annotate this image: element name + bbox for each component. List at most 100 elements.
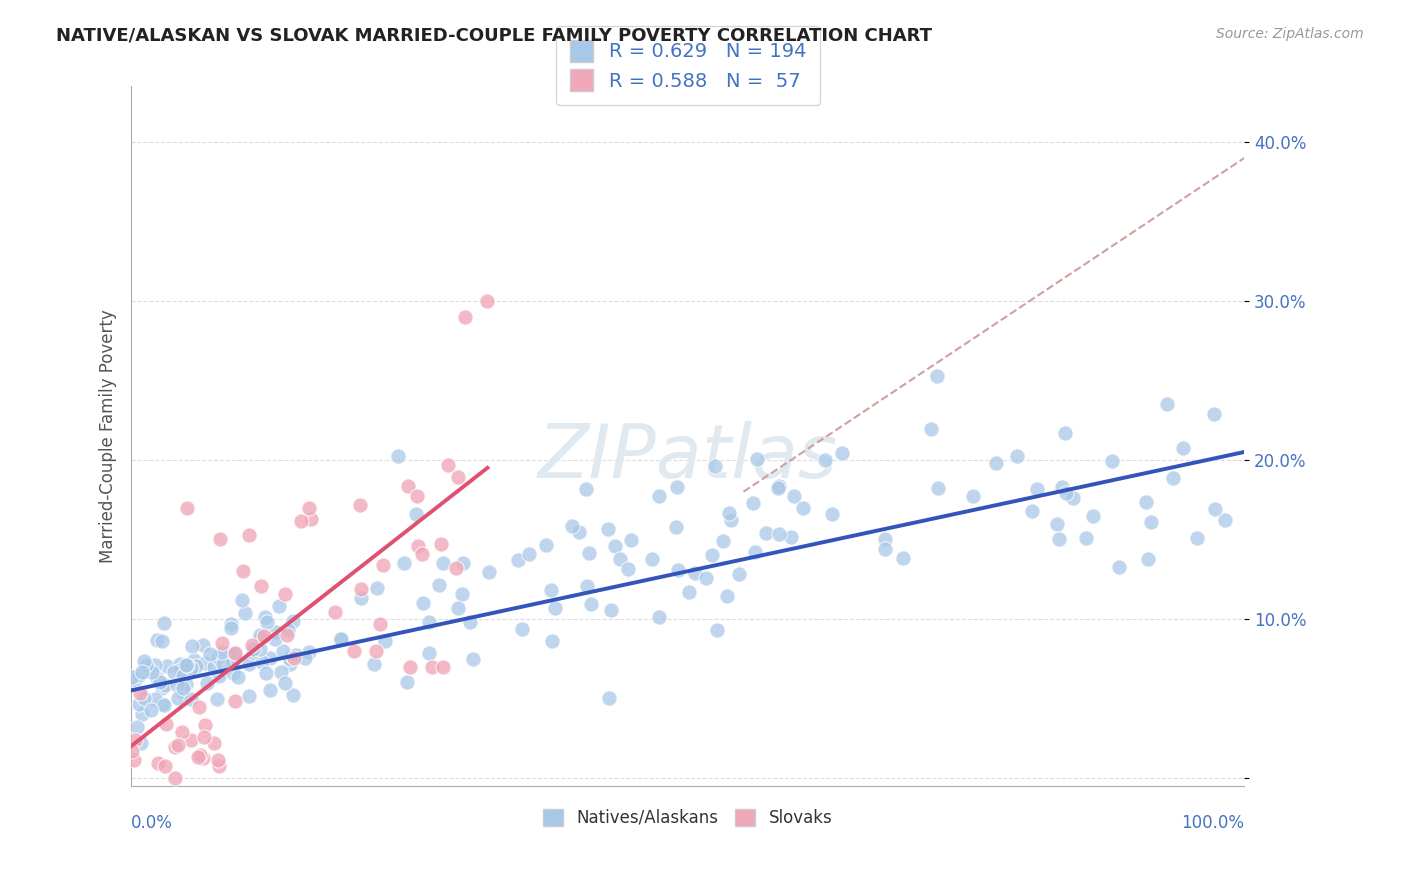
Point bbox=[695, 571, 717, 585]
Point bbox=[1054, 486, 1077, 500]
Point bbox=[768, 481, 790, 495]
Point bbox=[274, 676, 297, 690]
Point bbox=[1185, 531, 1208, 545]
Point bbox=[259, 651, 281, 665]
Point bbox=[330, 632, 353, 646]
Point bbox=[1171, 441, 1194, 455]
Point bbox=[745, 452, 768, 467]
Point bbox=[418, 646, 440, 660]
Point bbox=[122, 753, 145, 767]
Point bbox=[170, 725, 193, 739]
Point bbox=[873, 541, 896, 556]
Point bbox=[226, 670, 249, 684]
Point bbox=[418, 615, 440, 629]
Point bbox=[541, 633, 564, 648]
Point bbox=[167, 690, 190, 705]
Point bbox=[575, 482, 598, 496]
Point bbox=[128, 698, 150, 712]
Point bbox=[576, 579, 599, 593]
Point bbox=[665, 520, 688, 534]
Legend: Natives/Alaskans, Slovaks: Natives/Alaskans, Slovaks bbox=[537, 802, 839, 833]
Point bbox=[1005, 450, 1028, 464]
Text: 0.0%: 0.0% bbox=[131, 814, 173, 831]
Point bbox=[444, 561, 467, 575]
Point bbox=[1046, 517, 1069, 532]
Point bbox=[186, 659, 208, 673]
Text: Source: ZipAtlas.com: Source: ZipAtlas.com bbox=[1216, 27, 1364, 41]
Point bbox=[447, 601, 470, 615]
Point bbox=[720, 513, 742, 527]
Point bbox=[540, 582, 562, 597]
Point bbox=[700, 549, 723, 563]
Point bbox=[224, 646, 246, 660]
Point bbox=[278, 651, 301, 665]
Point bbox=[166, 678, 188, 692]
Point bbox=[278, 657, 301, 671]
Point bbox=[153, 758, 176, 772]
Point bbox=[156, 659, 179, 673]
Point bbox=[925, 369, 948, 384]
Point bbox=[1140, 515, 1163, 529]
Point bbox=[429, 536, 451, 550]
Point bbox=[290, 515, 312, 529]
Point bbox=[139, 703, 162, 717]
Point bbox=[605, 539, 627, 553]
Point bbox=[124, 673, 146, 687]
Point bbox=[1213, 512, 1236, 526]
Point bbox=[406, 489, 429, 503]
Point bbox=[224, 694, 246, 708]
Point bbox=[194, 656, 217, 670]
Point bbox=[600, 603, 623, 617]
Point bbox=[211, 636, 233, 650]
Point bbox=[219, 617, 242, 632]
Point bbox=[132, 691, 155, 706]
Point bbox=[238, 657, 260, 672]
Point bbox=[277, 623, 299, 637]
Point bbox=[270, 665, 292, 680]
Point bbox=[121, 670, 143, 684]
Point bbox=[609, 552, 631, 566]
Point bbox=[252, 655, 274, 669]
Point bbox=[678, 585, 700, 599]
Point bbox=[254, 665, 277, 680]
Point bbox=[1136, 552, 1159, 566]
Point bbox=[180, 732, 202, 747]
Point bbox=[578, 546, 600, 560]
Point bbox=[155, 717, 177, 731]
Text: ZIPatlas: ZIPatlas bbox=[537, 421, 838, 493]
Point bbox=[831, 446, 853, 460]
Point bbox=[149, 675, 172, 690]
Point bbox=[146, 632, 169, 647]
Point bbox=[238, 689, 260, 703]
Point bbox=[143, 692, 166, 706]
Point bbox=[264, 632, 287, 647]
Point bbox=[412, 596, 434, 610]
Point bbox=[432, 659, 454, 673]
Point bbox=[143, 658, 166, 673]
Point bbox=[165, 740, 187, 755]
Point bbox=[135, 658, 157, 673]
Point bbox=[741, 496, 763, 510]
Point bbox=[169, 657, 191, 672]
Point bbox=[193, 730, 215, 744]
Point bbox=[253, 629, 276, 643]
Point bbox=[198, 647, 221, 661]
Point bbox=[371, 558, 394, 572]
Point bbox=[420, 659, 443, 673]
Point bbox=[209, 533, 232, 547]
Point bbox=[163, 665, 186, 679]
Point bbox=[1050, 480, 1073, 494]
Point bbox=[329, 632, 352, 647]
Point bbox=[706, 624, 728, 638]
Point bbox=[298, 500, 321, 515]
Point bbox=[1204, 502, 1226, 516]
Point bbox=[561, 519, 583, 533]
Point bbox=[323, 605, 346, 619]
Point bbox=[728, 566, 751, 581]
Point bbox=[167, 738, 190, 752]
Point bbox=[211, 657, 233, 671]
Point bbox=[1101, 454, 1123, 468]
Point bbox=[202, 659, 225, 673]
Point bbox=[194, 718, 217, 732]
Point bbox=[150, 681, 173, 696]
